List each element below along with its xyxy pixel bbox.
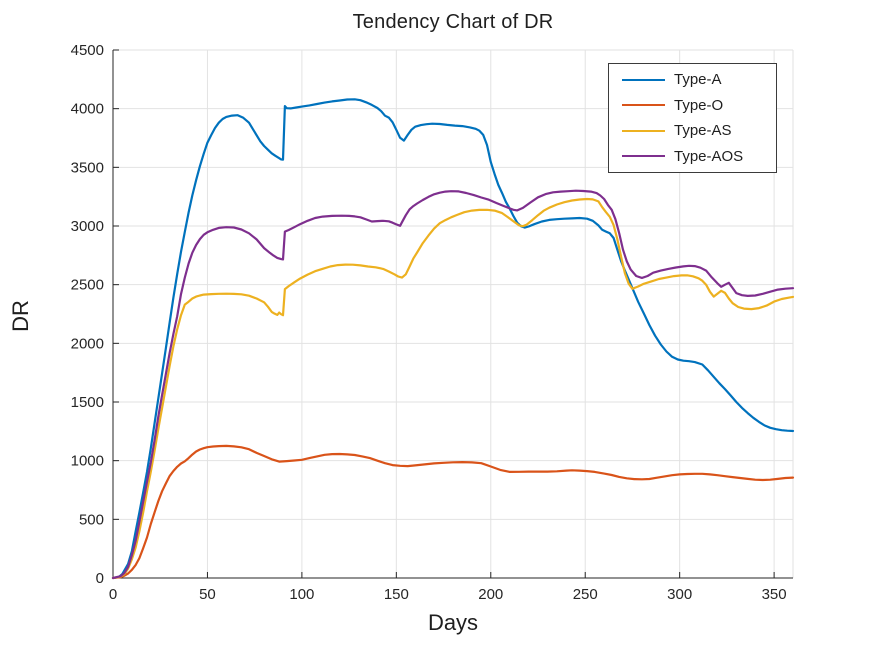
y-tick-label: 1500: [71, 394, 104, 411]
series-line-type-o: [111, 444, 795, 580]
y-tick-label: 3000: [71, 218, 104, 235]
y-tick-label: 3500: [71, 159, 104, 176]
legend-item-type-aos: Type-AOS: [609, 144, 776, 168]
x-tick-label: 150: [384, 586, 409, 603]
y-tick-label: 4000: [71, 101, 104, 118]
x-axis-label: Days: [427, 610, 479, 635]
y-tick-label: 1000: [71, 453, 104, 470]
legend-label: Type-O: [674, 96, 724, 114]
series-line-type-aos: [111, 189, 795, 580]
x-tick-label: 50: [199, 586, 216, 603]
legend-item-type-o: Type-O: [609, 93, 776, 117]
chart-title: Tendency Chart of DR: [352, 11, 554, 33]
y-tick-label: 0: [96, 570, 104, 587]
x-tick-label: 0: [109, 586, 117, 603]
legend-label: Type-AS: [674, 122, 732, 140]
y-tick-label: 2500: [71, 277, 104, 294]
x-tick-label: 250: [573, 586, 598, 603]
legend-line-sample: [622, 155, 665, 158]
y-axis-label: DR: [8, 300, 33, 332]
legend-label: Type-A: [674, 71, 722, 89]
legend-line-sample: [622, 129, 665, 132]
series-line-type-a: [111, 98, 795, 580]
legend: Type-A Type-O Type-AS Type-AOS: [608, 63, 777, 173]
series-line-type-as: [111, 197, 795, 580]
x-tick-label: 100: [289, 586, 314, 603]
y-tick-label: 2000: [71, 335, 104, 352]
x-tick-label: 300: [667, 586, 692, 603]
x-tick-label: 350: [762, 586, 787, 603]
y-tick-label: 4500: [71, 42, 104, 59]
x-tick-label: 200: [478, 586, 503, 603]
legend-item-type-as: Type-AS: [609, 119, 776, 143]
legend-line-sample: [622, 78, 665, 81]
legend-item-type-a: Type-A: [609, 68, 776, 92]
legend-label: Type-AOS: [674, 147, 744, 165]
legend-line-sample: [622, 104, 665, 107]
y-tick-label: 500: [79, 511, 104, 528]
